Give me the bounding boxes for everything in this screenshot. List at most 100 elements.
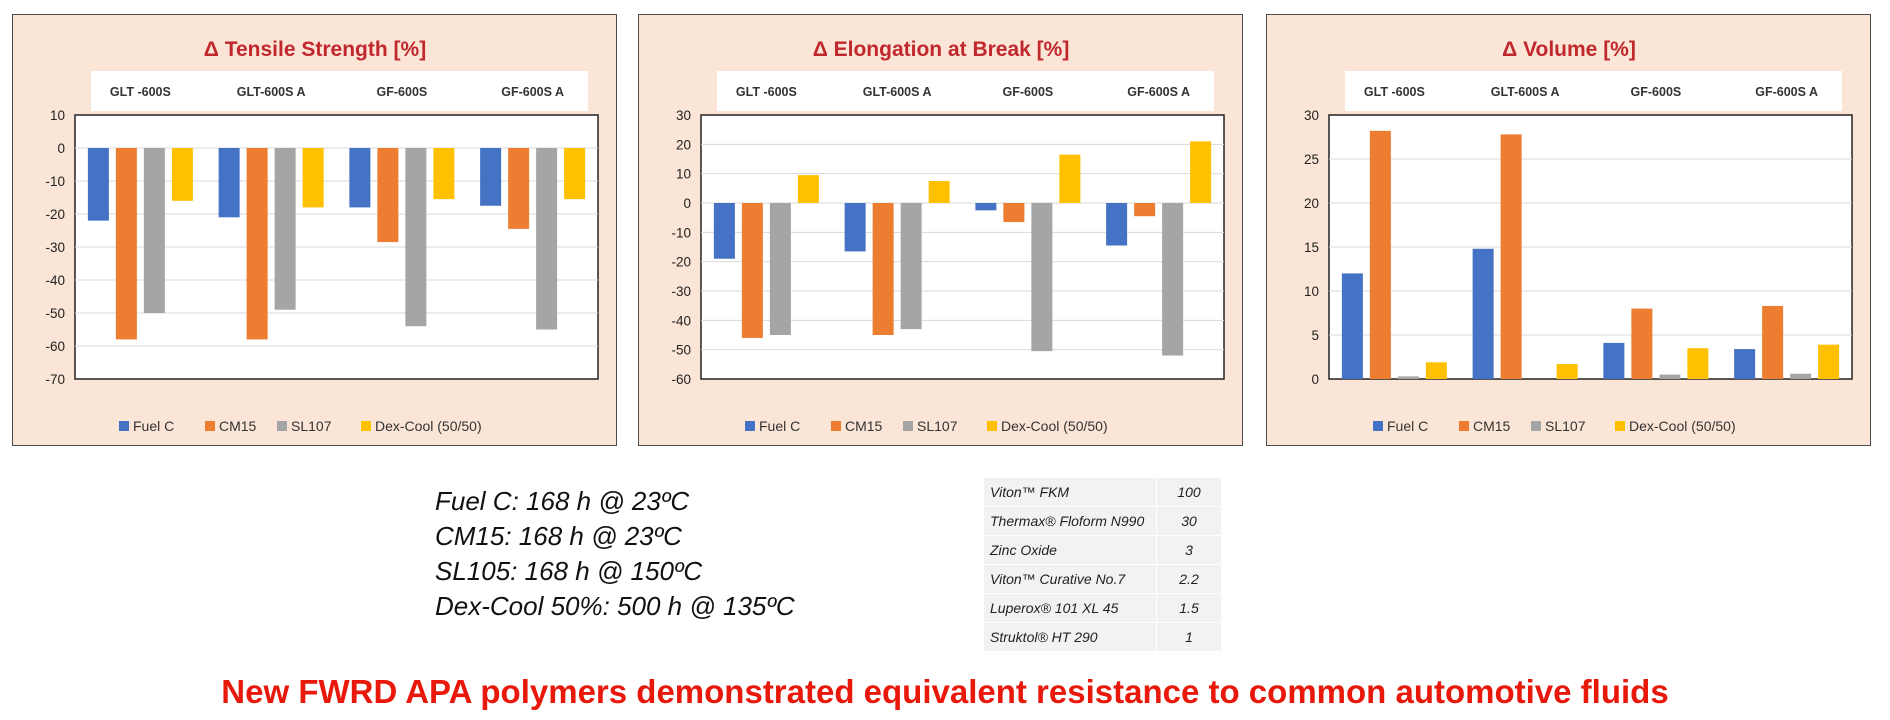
condition-line: CM15: 168 h @ 23ºC — [435, 521, 682, 551]
bar — [797, 175, 819, 203]
category-label: GLT -600S — [736, 85, 797, 99]
bar — [433, 148, 455, 200]
y-tick-label: -20 — [671, 255, 691, 270]
bar — [741, 203, 763, 338]
y-tick-label: -30 — [45, 240, 65, 255]
bar — [246, 148, 268, 340]
table-row: Viton™ FKM 100 — [983, 477, 1222, 507]
legend-swatch — [903, 421, 913, 431]
bar — [115, 148, 137, 340]
legend-swatch — [1459, 421, 1469, 431]
ingredient-amount: 1 — [1156, 622, 1222, 652]
bar — [1472, 248, 1494, 379]
category-label: GF-600S — [377, 85, 428, 99]
legend-swatch — [205, 421, 215, 431]
bar — [1134, 203, 1156, 217]
ingredient-amount: 3 — [1156, 535, 1222, 565]
y-tick-label: -40 — [671, 313, 691, 328]
category-label: GLT -600S — [1364, 85, 1425, 99]
chart-panel-elongation-at-break: Δ Elongation at Break [%] 30 20 10 0 -10 -20 -3… — [638, 14, 1243, 446]
y-tick-label: -20 — [45, 207, 65, 222]
y-tick-label: 10 — [676, 167, 691, 182]
bar — [1059, 154, 1081, 203]
bar — [87, 148, 109, 221]
legend-label: SL107 — [291, 418, 332, 434]
bar — [480, 148, 502, 206]
legend-swatch — [277, 421, 287, 431]
bar — [1106, 203, 1128, 246]
legend-swatch — [119, 421, 129, 431]
legend-swatch — [831, 421, 841, 431]
y-tick-label: -70 — [45, 372, 65, 387]
y-tick-label: 0 — [57, 141, 65, 156]
bar — [769, 203, 791, 335]
test-conditions: Fuel C: 168 h @ 23ºC CM15: 168 h @ 23ºC … — [435, 484, 795, 624]
bar — [713, 203, 735, 259]
y-tick-label: 20 — [676, 137, 691, 152]
legend-swatch — [1373, 421, 1383, 431]
y-tick-label: -10 — [671, 225, 691, 240]
ingredient-name: Viton™ Curative No.7 — [983, 564, 1157, 594]
y-tick-label: 10 — [50, 108, 65, 123]
bar — [844, 203, 866, 252]
table-row: Struktol® HT 290 1 — [983, 622, 1222, 652]
ingredient-name: Viton™ FKM — [983, 477, 1157, 507]
bar — [1631, 308, 1653, 379]
legend-label: Dex-Cool (50/50) — [1629, 418, 1736, 434]
legend-label: Dex-Cool (50/50) — [1001, 418, 1108, 434]
condition-line: Fuel C: 168 h @ 23ºC — [435, 486, 690, 516]
chart-elongation-at-break: Δ Elongation at Break [%] 30 20 10 0 -10 -20 -3… — [671, 38, 1225, 434]
bar — [1659, 374, 1681, 379]
category-label: GLT-600S A — [863, 85, 932, 99]
bar — [900, 203, 922, 330]
bar — [405, 148, 427, 327]
legend-swatch — [745, 421, 755, 431]
conclusion-text: New FWRD APA polymers demonstrated equiv… — [221, 673, 1669, 710]
legend-label: Dex-Cool (50/50) — [375, 418, 482, 434]
category-label: GF-600S — [1003, 85, 1054, 99]
y-tick-label: 10 — [1304, 284, 1319, 299]
category-header-box — [717, 71, 1214, 111]
category-label: GLT-600S A — [1491, 85, 1560, 99]
bar — [302, 148, 324, 208]
ingredient-amount: 100 — [1156, 477, 1222, 507]
category-label: GLT-600S A — [237, 85, 306, 99]
bar — [1031, 203, 1053, 352]
table-row: Viton™ Curative No.7 2.2 — [983, 564, 1222, 594]
legend-label: Fuel C — [759, 418, 800, 434]
condition-line: SL105: 168 h @ 150ºC — [435, 556, 703, 586]
ingredient-amount: 2.2 — [1156, 564, 1222, 594]
chart-panel-volume: Δ Volume [%] 30 25 20 15 10 5 0 GLT -600S GLT-600… — [1266, 14, 1871, 446]
legend-label: Fuel C — [133, 418, 174, 434]
y-tick-label: -60 — [45, 339, 65, 354]
category-label: GF-600S — [1631, 85, 1682, 99]
chart-title: Δ Tensile Strength [%] — [204, 38, 426, 61]
legend-swatch — [1615, 421, 1625, 431]
chart-panel-tensile-strength: Δ Tensile Strength [%] 10 0 -10 -20 -30 -40 -50… — [12, 14, 617, 446]
bar — [975, 203, 997, 211]
bar — [1369, 130, 1391, 379]
y-tick-label: 0 — [683, 196, 691, 211]
ingredient-name: Struktol® HT 290 — [983, 622, 1157, 652]
bar — [508, 148, 530, 229]
chart-title: Δ Elongation at Break [%] — [813, 38, 1070, 61]
bar — [564, 148, 586, 200]
legend-label: Fuel C — [1387, 418, 1428, 434]
ingredient-amount: 30 — [1156, 506, 1222, 536]
y-tick-label: -50 — [671, 343, 691, 358]
y-tick-label: 30 — [1304, 108, 1319, 123]
y-tick-label: 20 — [1304, 196, 1319, 211]
legend-label: SL107 — [917, 418, 958, 434]
bar — [1397, 376, 1419, 379]
y-tick-label: 25 — [1304, 152, 1319, 167]
bar — [1818, 344, 1840, 379]
legend-swatch — [1531, 421, 1541, 431]
category-label: GF-600S A — [1755, 85, 1818, 99]
y-tick-label: 5 — [1311, 328, 1319, 343]
table-row: Luperox® 101 XL 45 1.5 — [983, 593, 1222, 623]
y-tick-label: -40 — [45, 273, 65, 288]
ingredient-name: Zinc Oxide — [983, 535, 1157, 565]
bar — [1762, 305, 1784, 379]
bar — [928, 181, 950, 203]
legend-label: SL107 — [1545, 418, 1586, 434]
